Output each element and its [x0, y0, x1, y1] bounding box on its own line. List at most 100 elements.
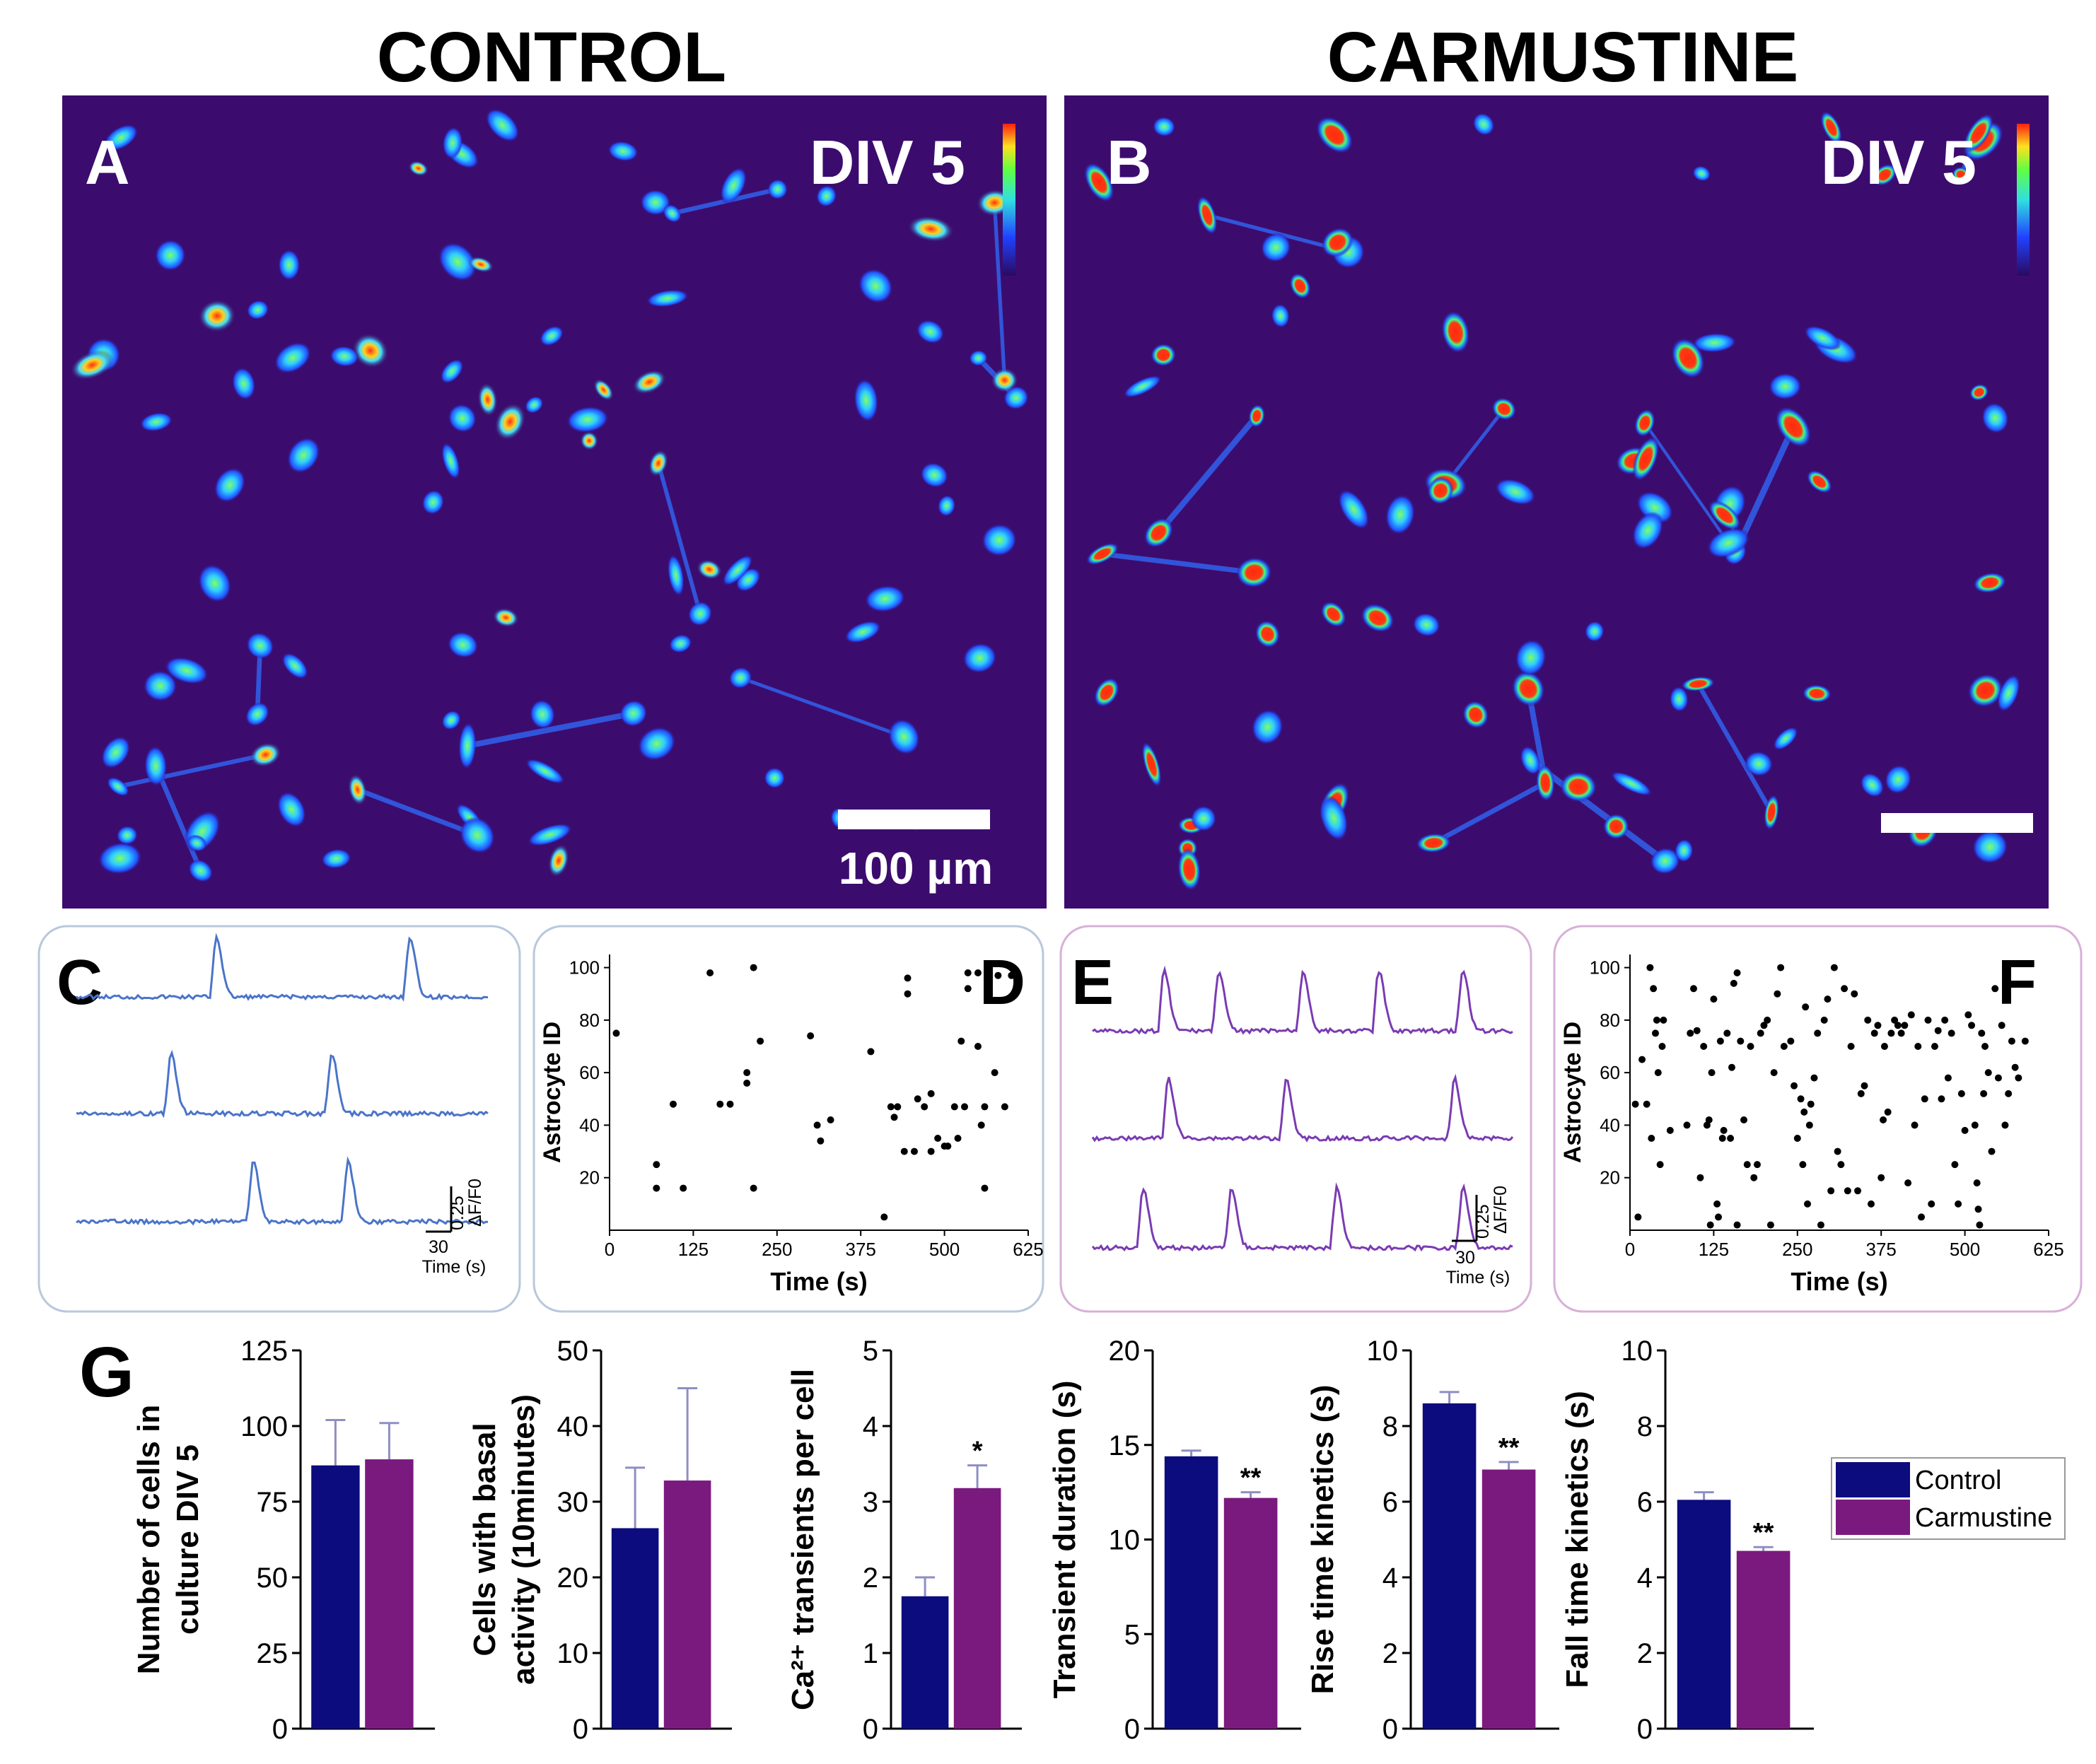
y-tick-label: 60 — [1600, 1062, 1620, 1083]
cell-body — [669, 634, 692, 653]
raster-point — [1951, 1161, 1959, 1169]
cell-body — [1254, 620, 1281, 648]
micrograph-b: B DIV 5 — [1064, 95, 2049, 909]
cell-body — [1003, 385, 1029, 410]
y-tick-label: 40 — [1600, 1114, 1620, 1135]
y-tick-label: 8 — [1637, 1411, 1653, 1442]
cell-body — [1083, 162, 1114, 202]
cell-body — [722, 554, 753, 586]
cell-body — [1963, 113, 1994, 153]
panel-e-frame — [1059, 925, 1532, 1313]
raster-point — [1968, 1022, 1976, 1029]
cell-body — [1681, 676, 1716, 691]
raster-point — [1981, 1043, 1989, 1050]
cell-body — [1441, 310, 1470, 354]
cell-body — [1885, 764, 1912, 794]
raster-point — [1757, 1029, 1764, 1037]
raster-point — [950, 1103, 958, 1111]
cell-body — [1315, 116, 1353, 154]
x-tick-label: 125 — [678, 1239, 709, 1260]
raster-point — [1643, 1100, 1650, 1108]
y-tick-label: 20 — [1109, 1336, 1141, 1367]
cell-body — [155, 239, 186, 271]
cell-body — [1271, 303, 1290, 328]
significance-marker: ** — [1753, 1518, 1774, 1548]
raster-point — [1817, 1221, 1824, 1229]
y-tick-label: 125 — [240, 1336, 288, 1367]
cell-body — [276, 791, 306, 828]
cell-body — [1495, 478, 1536, 506]
cell-body — [767, 179, 788, 199]
significance-marker: * — [972, 1437, 983, 1466]
raster-point — [1689, 985, 1697, 993]
cell-body — [408, 160, 429, 177]
raster-point — [817, 1137, 825, 1145]
raster-point — [2021, 1037, 2029, 1045]
raster-point — [1928, 1200, 1935, 1208]
raster-point — [1867, 1200, 1875, 1208]
cell-body — [245, 702, 269, 727]
cell-body — [1511, 670, 1545, 707]
raster-point — [1001, 1103, 1008, 1111]
micrograph-a-background — [62, 95, 1047, 909]
y-axis-label: Cells with basal — [467, 1423, 502, 1656]
raster-point — [1874, 1022, 1882, 1029]
raster-point — [612, 1029, 620, 1037]
raster-point — [1901, 1022, 1909, 1029]
cell-body — [107, 777, 129, 797]
cell-body — [1775, 406, 1812, 448]
y-tick-label: 0 — [1124, 1714, 1140, 1745]
panel-d-scatter: 0 125 250 375 500 625 20 40 60 80 100 Time (s) Astro… — [539, 954, 1044, 1296]
raster-point — [910, 1147, 918, 1155]
raster-point — [1820, 1016, 1828, 1024]
raster-point — [1805, 1121, 1813, 1129]
raster-point — [1974, 1205, 1982, 1213]
raster-point — [1804, 1200, 1812, 1208]
x-tick-label: 250 — [1782, 1239, 1812, 1260]
raster-point — [961, 1103, 969, 1111]
raster-point — [1894, 1022, 1902, 1029]
y-axis-label: culture DIV 5 — [170, 1444, 205, 1635]
raster-point — [2005, 1090, 2013, 1097]
bar-carmustine — [663, 1480, 711, 1729]
raster-point — [880, 1213, 888, 1221]
cell-body — [1745, 751, 1774, 776]
raster-point — [1733, 1221, 1741, 1229]
y-tick-label: 50 — [557, 1336, 589, 1367]
y-tick-label: 4 — [1382, 1563, 1398, 1594]
raster-point — [1911, 1121, 1919, 1129]
x-tick-label: 375 — [1866, 1239, 1897, 1260]
cell-body — [525, 759, 565, 784]
raster-point — [1696, 1174, 1704, 1181]
raster-point — [750, 964, 757, 971]
panel-e-scale-value: 0.25 — [1473, 1204, 1493, 1239]
raster-point — [1797, 1095, 1805, 1103]
y-tick-label: 2 — [863, 1563, 878, 1594]
panel-f-frame — [1553, 925, 2083, 1313]
cell-body — [274, 341, 311, 374]
raster-point — [1994, 1074, 2002, 1082]
raster-point — [994, 971, 1002, 979]
cell-body — [1769, 373, 1802, 400]
cell-body — [448, 404, 477, 433]
raster-point — [807, 1032, 815, 1040]
raster-point — [1834, 1147, 1841, 1155]
panel-e-scale-label: ΔF/F0 — [1491, 1186, 1510, 1234]
y-tick-label: 0 — [272, 1714, 288, 1745]
raster-point — [1648, 1135, 1655, 1142]
raster-point — [1897, 1029, 1905, 1037]
cell-body — [888, 718, 920, 755]
bar-control — [901, 1596, 949, 1729]
raster-point — [726, 1100, 734, 1108]
cell-body — [1559, 771, 1597, 802]
micrograph-a-div-label: DIV 5 — [810, 127, 965, 197]
micrograph-b-cells — [1083, 111, 2020, 891]
raster-point — [1740, 1116, 1748, 1123]
cell-body — [648, 450, 668, 477]
raster-point — [1824, 995, 1832, 1003]
raster-point — [1802, 1003, 1810, 1011]
raster-point — [2001, 1121, 2009, 1129]
raster-point — [1864, 1016, 1872, 1024]
raster-point — [680, 1184, 687, 1192]
cell-body — [98, 842, 142, 875]
